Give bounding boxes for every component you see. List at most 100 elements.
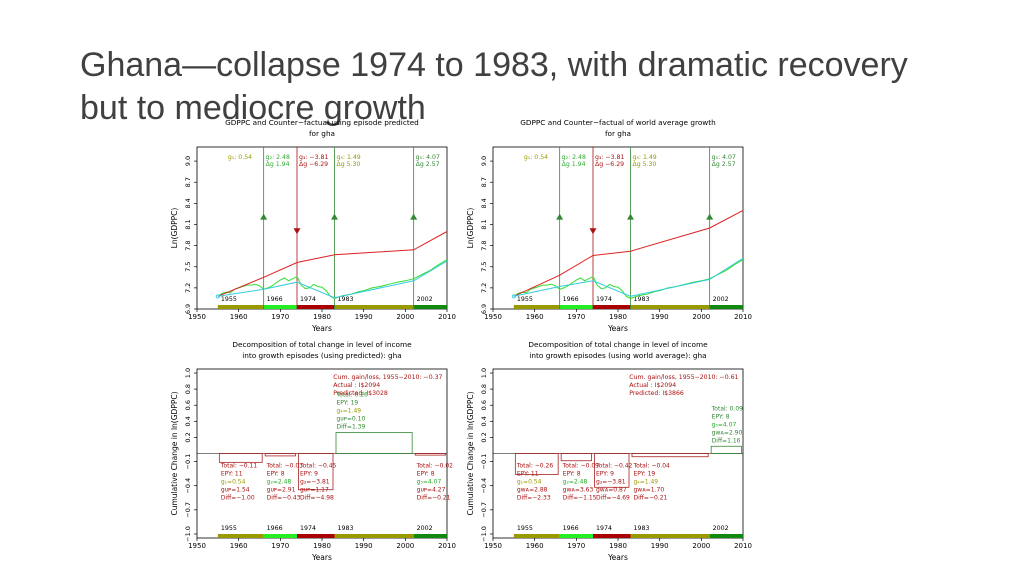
x-tick-label: 2010 bbox=[734, 313, 752, 321]
bar-stat-line: gᴡᴀ=2.90 bbox=[712, 429, 743, 436]
bar-stat-line: g₄=1.49 bbox=[337, 408, 362, 415]
y-axis-label: Ln(GDPPC) bbox=[466, 208, 475, 249]
episode-year-label: 1966 bbox=[267, 525, 283, 532]
growth-change-label: Δg −6.29 bbox=[595, 161, 624, 168]
y-tick-label: 7.5 bbox=[480, 262, 488, 272]
up-arrow-icon bbox=[627, 213, 634, 220]
episode-bar bbox=[335, 432, 413, 454]
y-tick-label: 0.4 bbox=[480, 416, 488, 426]
slide-title-line-2: but to mediocre growth bbox=[80, 89, 426, 127]
y-tick-label: −1.0 bbox=[480, 526, 488, 542]
slide-title: Ghana—collapse 1974 to 1983, with dramat… bbox=[80, 44, 980, 130]
episode-bar bbox=[298, 453, 334, 491]
y-tick-label: 8.1 bbox=[184, 219, 192, 229]
slide-title-line-1: Ghana—collapse 1974 to 1983, with dramat… bbox=[80, 46, 908, 84]
x-tick-label: 1980 bbox=[313, 542, 331, 550]
episode-year-label: 1974 bbox=[300, 525, 316, 532]
y-tick-label: 9.0 bbox=[480, 156, 488, 166]
episode-year-label: 1983 bbox=[338, 296, 354, 303]
y-tick-label: 7.2 bbox=[480, 283, 488, 293]
episode-band bbox=[334, 534, 414, 538]
bar-stat-line: g₁=0.54 bbox=[221, 479, 246, 486]
x-tick-label: 1950 bbox=[484, 542, 502, 550]
bar-stat-line: EPY: 11 bbox=[221, 471, 243, 478]
episode-band bbox=[217, 534, 264, 538]
y-tick-label: 1.0 bbox=[480, 368, 488, 378]
bar-stat-line: Total: 0.09 bbox=[711, 405, 743, 412]
x-axis-label: Years bbox=[607, 324, 628, 333]
episode-band bbox=[297, 305, 335, 309]
episode-year-label: 1955 bbox=[517, 296, 533, 303]
x-tick-label: 1960 bbox=[526, 313, 544, 321]
x-tick-label: 2000 bbox=[692, 542, 710, 550]
y-tick-label: −1.0 bbox=[184, 526, 192, 542]
y-tick-label: 6.9 bbox=[184, 304, 192, 314]
bar-stat-line: gᴡᴀ=1.70 bbox=[634, 487, 665, 494]
episode-bar bbox=[594, 453, 630, 488]
episode-bar bbox=[631, 453, 709, 458]
y-tick-label: 7.8 bbox=[184, 240, 192, 250]
y-axis-label: Cumulative Change in ln(GDPPC) bbox=[170, 391, 179, 515]
episode-year-label: 2002 bbox=[713, 525, 729, 532]
series-line-actual bbox=[513, 259, 744, 299]
episode-year-label: 1955 bbox=[221, 525, 237, 532]
chart-panel-1: GDPPC and Counter−factual of world avera… bbox=[466, 118, 752, 333]
x-tick-label: 1980 bbox=[313, 313, 331, 321]
bar-stat-line: EPY: 11 bbox=[517, 471, 539, 478]
start-point-marker bbox=[215, 294, 220, 299]
bar-stat-line: EPY: 9 bbox=[596, 471, 614, 478]
summary-line: Actual : I$2094 bbox=[629, 382, 676, 389]
bar-stat-line: Total: −0.02 bbox=[416, 463, 454, 470]
bar-stat-line: g₄=1.49 bbox=[634, 479, 659, 486]
x-tick-label: 1950 bbox=[188, 542, 206, 550]
x-tick-label: 2000 bbox=[396, 313, 414, 321]
summary-line: Predicted: I$3866 bbox=[629, 390, 684, 397]
growth-rate-label: g₁: 0.54 bbox=[524, 154, 548, 161]
bar-stat-line: g₃=−3.81 bbox=[596, 479, 626, 486]
bar-stat-line: Total: −0.09 bbox=[562, 463, 600, 470]
series-line-predicted bbox=[217, 231, 448, 297]
y-tick-label: 0.8 bbox=[184, 384, 192, 394]
y-tick-label: 0.2 bbox=[480, 432, 488, 442]
bar-stat-line: Diff=−2.33 bbox=[517, 495, 551, 502]
y-tick-label: 0.6 bbox=[480, 400, 488, 410]
bar-stat-line: Diff=−0.43 bbox=[267, 495, 301, 502]
chart-subtitle: into growth episodes (using world averag… bbox=[529, 351, 706, 360]
episode-year-label: 2002 bbox=[417, 296, 433, 303]
episode-band bbox=[630, 305, 710, 309]
x-tick-label: 1990 bbox=[651, 542, 669, 550]
bar-stat-line: EPY: 8 bbox=[267, 471, 285, 478]
episode-year-label: 1974 bbox=[596, 296, 612, 303]
bar-stat-line: EPY: 8 bbox=[417, 471, 435, 478]
bar-stat-line: gᴜᴘ=0.10 bbox=[337, 416, 366, 423]
y-tick-label: 8.4 bbox=[480, 198, 488, 208]
bar-stat-line: gᴡᴀ=2.88 bbox=[517, 487, 548, 494]
y-tick-label: −0.1 bbox=[184, 454, 192, 470]
episode-year-label: 1983 bbox=[338, 525, 354, 532]
bar-stat-line: Diff=1.39 bbox=[337, 424, 366, 431]
chart-title: Decomposition of total change in level o… bbox=[528, 340, 708, 349]
bar-stat-line: gᴜᴘ=1.17 bbox=[300, 487, 329, 494]
summary-line: Cum. gain/loss, 1955−2010: −0.61 bbox=[629, 374, 738, 381]
growth-change-label: Δg −6.29 bbox=[299, 161, 328, 168]
bar-stat-line: Total: −0.04 bbox=[633, 463, 671, 470]
y-tick-label: 7.8 bbox=[480, 240, 488, 250]
chart-subtitle: into growth episodes (using predicted): … bbox=[242, 351, 402, 360]
episode-band bbox=[263, 534, 297, 538]
x-tick-label: 1960 bbox=[526, 542, 544, 550]
episode-year-label: 1974 bbox=[300, 296, 316, 303]
episode-band bbox=[630, 534, 710, 538]
bar-stat-line: Diff=−4.69 bbox=[596, 495, 630, 502]
episode-bar bbox=[710, 445, 742, 454]
y-tick-label: −0.7 bbox=[184, 502, 192, 518]
bar-stat-line: Diff=1.16 bbox=[712, 437, 741, 444]
episode-year-label: 1955 bbox=[221, 296, 237, 303]
x-tick-label: 2000 bbox=[396, 542, 414, 550]
x-tick-label: 1970 bbox=[567, 313, 585, 321]
y-tick-label: −0.4 bbox=[184, 478, 192, 494]
down-arrow-icon bbox=[589, 228, 597, 235]
plot-frame bbox=[492, 146, 744, 310]
bar-stat-line: g₅=4.07 bbox=[712, 421, 737, 428]
episode-year-label: 2002 bbox=[417, 525, 433, 532]
